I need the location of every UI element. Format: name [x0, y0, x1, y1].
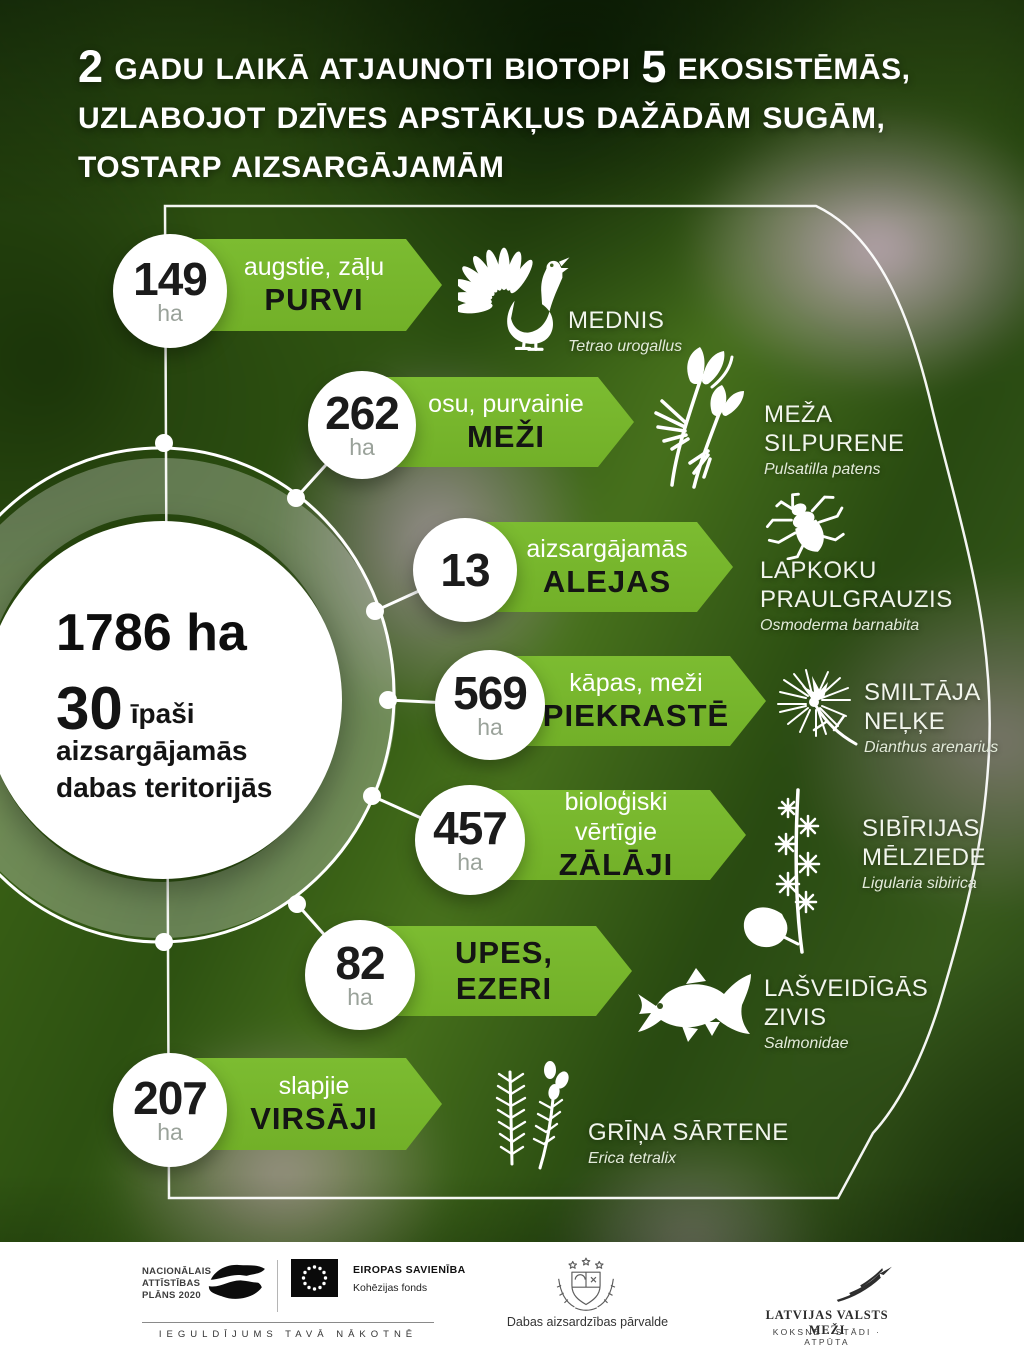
territories-count: 30 — [56, 675, 123, 742]
footer: NACIONĀLAIS ATTĪSTĪBAS PLĀNS 2020 EIROPA… — [0, 1242, 1024, 1365]
summary-circle: 1786 ha 30 īpaši aizsargājamās dabas teri… — [0, 521, 342, 879]
lvm-logo — [836, 1266, 892, 1302]
species-melziede: SIBĪRIJAS MĒLZIEDE Ligularia sibirica — [862, 815, 987, 892]
eu-flag-icon — [291, 1259, 338, 1297]
erica-icon — [495, 1061, 569, 1170]
coat-of-arms-icon — [556, 1257, 616, 1311]
carnation-icon — [777, 669, 858, 746]
nap2020-label: NACIONĀLAIS ATTĪSTĪBAS PLĀNS 2020 — [142, 1266, 212, 1301]
lvm-sublabel: KOKSNE · STĀDI · ATPŪTA — [772, 1327, 882, 1347]
nap2020-logo — [207, 1264, 267, 1299]
territories-count-line: 30 īpaši aizsargājamās dabas teritorijās — [56, 675, 273, 804]
species-praulgrauzis: LAPKOKU PRAULGRAUZIS Osmoderma barnabita — [760, 557, 953, 634]
title-line-1: 2 GADU LAIKĀ ATJAUNOTI BIOTOPI 5 EKOSIST… — [78, 41, 911, 92]
value-circle-zalaji: 457 ha — [415, 785, 525, 895]
beetle-icon — [765, 492, 845, 560]
title-number-2: 2 — [78, 41, 104, 92]
capercaillie-icon — [458, 247, 570, 351]
arc-nodes — [155, 434, 397, 951]
page-title: 2 GADU LAIKĀ ATJAUNOTI BIOTOPI 5 EKOSIST… — [78, 42, 958, 192]
species-nelke: SMILTĀJA NEĻĶE Dianthus arenarius — [864, 679, 999, 756]
salmon-fish-icon — [638, 968, 751, 1042]
dap-label: Dabas aizsardzības pārvalde — [506, 1315, 669, 1329]
eu-label: EIROPAS SAVIENĪBA — [353, 1264, 466, 1276]
title-number-5: 5 — [641, 41, 667, 92]
eu-block: EIROPAS SAVIENĪBA Kohēzijas fonds — [353, 1264, 466, 1294]
title-line-3: TOSTARP AIZSARGĀJAMĀM — [78, 151, 505, 184]
species-sartene: GRĪŅA SĀRTENE Erica tetralix — [588, 1119, 789, 1167]
footer-rule — [142, 1322, 434, 1323]
total-hectares: 1786 ha — [56, 604, 247, 662]
value-circle-virsaji: 207 ha — [113, 1053, 227, 1167]
ligularia-icon — [743, 788, 821, 954]
species-zivis: LAŠVEIDĪGĀS ZIVIS Salmonidae — [764, 975, 929, 1052]
value-circle-mezi: 262 ha — [308, 371, 416, 479]
species-silpurene: MEŽA SILPURENE Pulsatilla patens — [764, 401, 905, 478]
lvm-label: LATVIJAS VALSTS MEŽI — [765, 1308, 889, 1337]
footer-divider — [277, 1260, 278, 1312]
outline-path — [163, 204, 991, 1200]
eu-fund-label: Kohēzijas fonds — [353, 1282, 428, 1294]
species-mednis: MEDNIS Tetrao urogallus — [568, 307, 683, 355]
tail-fan — [458, 247, 533, 314]
value-circle-upes-ezeri: 82 ha — [305, 920, 415, 1030]
title-line-2: UZLABOJOT DZĪVES APSTĀKĻUS DAŽĀDĀM SUGĀM… — [78, 102, 886, 135]
halo-ring — [0, 458, 396, 938]
biotope-arrow-upes-ezeri: UPES, EZERI — [360, 926, 632, 1016]
pasque-flower-icon — [654, 347, 744, 489]
footer-slogan: IEGULDĪJUMS TAVĀ NĀKOTNĒ — [158, 1329, 418, 1340]
value-circle-piekraste: 569 ha — [435, 650, 545, 760]
value-circle-alejas: 13 — [413, 518, 517, 622]
value-circle-purvi: 149 ha — [113, 234, 227, 348]
